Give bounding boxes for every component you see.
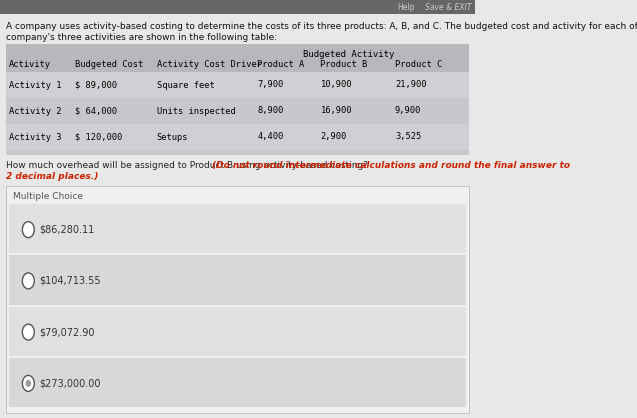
FancyBboxPatch shape	[6, 72, 469, 98]
Text: 10,900: 10,900	[320, 81, 352, 89]
Circle shape	[22, 375, 34, 391]
FancyBboxPatch shape	[6, 186, 469, 413]
FancyBboxPatch shape	[9, 204, 466, 253]
Text: Square feet: Square feet	[157, 81, 214, 89]
Text: 2 decimal places.): 2 decimal places.)	[6, 172, 98, 181]
Text: A company uses activity-based costing to determine the costs of its three produc: A company uses activity-based costing to…	[6, 22, 637, 31]
Text: $79,072.90: $79,072.90	[39, 327, 94, 337]
Text: Multiple Choice: Multiple Choice	[13, 192, 83, 201]
Text: Activity: Activity	[9, 60, 51, 69]
Text: 2,900: 2,900	[320, 133, 347, 142]
FancyBboxPatch shape	[9, 358, 466, 407]
Text: 7,900: 7,900	[257, 81, 283, 89]
Text: Units inspected: Units inspected	[157, 107, 235, 115]
Circle shape	[25, 380, 31, 387]
Text: 9,900: 9,900	[395, 107, 421, 115]
Text: Activity 1: Activity 1	[9, 81, 61, 89]
Text: Activity 2: Activity 2	[9, 107, 61, 115]
Text: 4,400: 4,400	[257, 133, 283, 142]
Text: Product A: Product A	[257, 60, 304, 69]
Text: Product C: Product C	[395, 60, 442, 69]
Circle shape	[22, 273, 34, 289]
Text: $ 64,000: $ 64,000	[75, 107, 117, 115]
Text: Save & EXIT: Save & EXIT	[426, 3, 472, 12]
FancyBboxPatch shape	[9, 306, 466, 356]
Circle shape	[22, 222, 34, 237]
FancyBboxPatch shape	[0, 0, 475, 14]
Text: Budgeted Cost: Budgeted Cost	[75, 60, 143, 69]
Text: Help: Help	[397, 3, 415, 12]
FancyBboxPatch shape	[6, 98, 469, 124]
Text: How much overhead will be assigned to Product B using activity-based costing?: How much overhead will be assigned to Pr…	[6, 161, 371, 170]
Circle shape	[22, 324, 34, 340]
Text: $ 120,000: $ 120,000	[75, 133, 122, 142]
Text: $273,000.00: $273,000.00	[39, 378, 100, 388]
FancyBboxPatch shape	[9, 255, 466, 304]
FancyBboxPatch shape	[6, 44, 469, 72]
Text: 21,900: 21,900	[395, 81, 427, 89]
Text: $ 89,000: $ 89,000	[75, 81, 117, 89]
Text: Budgeted Activity: Budgeted Activity	[303, 50, 394, 59]
Text: 3,525: 3,525	[395, 133, 421, 142]
Text: Product B: Product B	[320, 60, 368, 69]
Text: 16,900: 16,900	[320, 107, 352, 115]
Text: Activity 3: Activity 3	[9, 133, 61, 142]
Text: $86,280.11: $86,280.11	[39, 224, 94, 234]
FancyBboxPatch shape	[6, 44, 469, 155]
Text: 8,900: 8,900	[257, 107, 283, 115]
Text: Setups: Setups	[157, 133, 188, 142]
Text: (Do not round intermediate calculations and round the final answer to: (Do not round intermediate calculations …	[212, 161, 570, 170]
Text: Activity Cost Driver: Activity Cost Driver	[157, 60, 262, 69]
Text: $104,713.55: $104,713.55	[39, 276, 101, 286]
Text: company's three activities are shown in the following table:: company's three activities are shown in …	[6, 33, 277, 42]
FancyBboxPatch shape	[6, 124, 469, 150]
